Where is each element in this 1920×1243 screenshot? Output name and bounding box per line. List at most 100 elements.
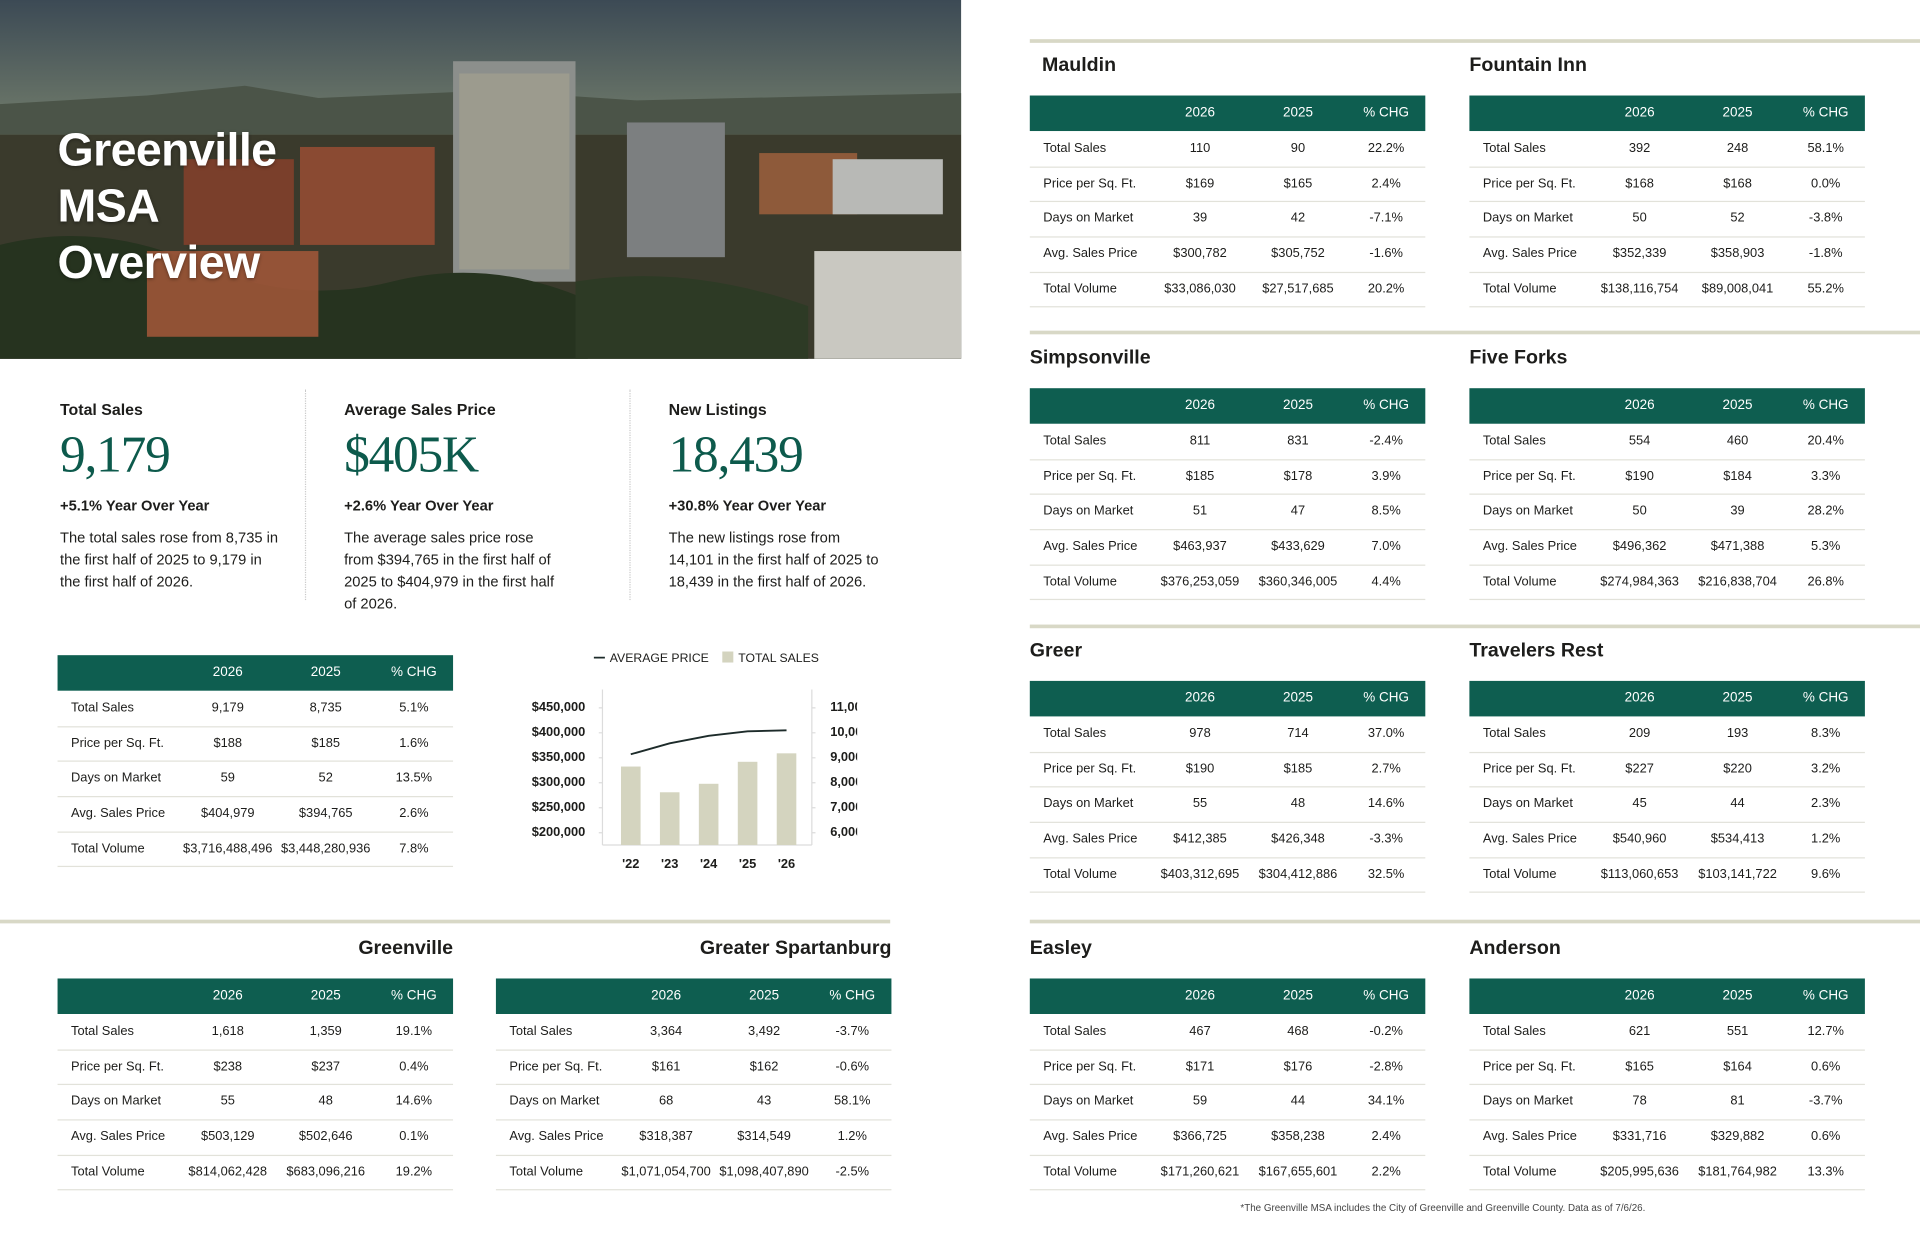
row-label: Total Volume [1482, 281, 1557, 297]
cell: 3.3% [1811, 468, 1841, 484]
row-label: Total Sales [1043, 726, 1107, 741]
divider [304, 389, 307, 601]
table-row: Days on Market 55 48 14.6% [1029, 787, 1426, 824]
row-label: Price per Sq. Ft. [1482, 468, 1576, 484]
cell: $190 [1625, 468, 1654, 484]
cell: $540,960 [1612, 831, 1667, 847]
bar [698, 783, 719, 845]
table-row: Avg. Sales Price $318,387 $314,549 1.2% [495, 1119, 892, 1156]
column-header: 2025 [1722, 105, 1753, 121]
table-row: Avg. Sales Price $331,716 $329,882 0.6% [1469, 1119, 1865, 1156]
cell: 50 [1632, 211, 1647, 226]
table-row: Days on Market 51 47 8.5% [1029, 494, 1426, 531]
cell: $165 [1625, 1058, 1654, 1074]
cell: $238 [213, 1058, 243, 1074]
row-label: Total Volume [1043, 574, 1117, 589]
table-header: 2026 2025 % CHG [1029, 680, 1426, 717]
cell: $103,141,722 [1698, 866, 1777, 882]
column-header: % CHG [1363, 988, 1409, 1003]
table-row: Days on Market 59 44 34.1% [1029, 1084, 1426, 1121]
y2-tick-label: 11,000 [830, 699, 857, 714]
cell: $471,388 [1710, 538, 1765, 554]
stat-value: $405K [344, 427, 479, 484]
table-header: 2026 2025 % CHG [1029, 388, 1426, 424]
cell: 2.2% [1371, 1164, 1401, 1180]
cell: 9,179 [211, 700, 244, 716]
table-row: Days on Market 55 48 14.6% [57, 1084, 454, 1121]
line [630, 729, 787, 756]
table-row: Days on Market 50 52 -3.8% [1469, 201, 1865, 238]
column-header: 2026 [212, 664, 243, 680]
column-header: 2026 [1185, 988, 1215, 1003]
table-row: Total Sales 209 193 8.3% [1469, 716, 1865, 753]
table-row: Price per Sq. Ft. $171 $176 -2.8% [1029, 1049, 1426, 1086]
stat-label: New Listings [668, 400, 767, 419]
row-label: Total Sales [71, 700, 134, 716]
table-title: Greenville [358, 938, 454, 959]
cell: 22.2% [1367, 140, 1405, 156]
cell: $404,979 [200, 805, 255, 821]
cell: 45 [1632, 796, 1647, 812]
column-header: % CHG [1363, 105, 1409, 121]
row-label: Price per Sq. Ft. [71, 1058, 164, 1074]
table-row: Avg. Sales Price $300,782 $305,752 -1.6% [1029, 236, 1426, 273]
separator [1029, 624, 1920, 629]
cell: -3.8% [1808, 211, 1843, 226]
table-row: Total Volume $1,071,054,700 $1,098,407,890… [495, 1155, 892, 1191]
row-label: Price per Sq. Ft. [71, 735, 164, 751]
table-row: Total Volume $171,260,621 $167,655,601 2.2% [1029, 1155, 1426, 1191]
cell: -7.1% [1369, 211, 1403, 226]
table-row: Total Sales 392 248 58.1% [1469, 131, 1865, 168]
column-header: 2025 [1282, 988, 1313, 1003]
column-header: 2026 [1185, 398, 1215, 413]
cell: $33,086,030 [1164, 281, 1236, 297]
cell: 32.5% [1367, 866, 1405, 882]
row-label: Avg. Sales Price [1043, 831, 1138, 847]
cell: 3.2% [1811, 761, 1841, 777]
table-row: Avg. Sales Price $412,385 $426,348 -3.3% [1029, 822, 1426, 859]
footnote: *The Greenville MSA includes the City of… [1240, 1202, 1646, 1214]
cell: 48 [318, 1094, 333, 1109]
cell: 621 [1628, 1023, 1651, 1039]
cell: 3.9% [1371, 468, 1401, 484]
x-tick-label: '23 [661, 856, 678, 871]
cell: 42 [1290, 211, 1306, 226]
separator [1029, 919, 1920, 924]
cell: $185 [1185, 468, 1215, 484]
row-label: Total Sales [509, 1023, 573, 1039]
table-row: Price per Sq. Ft. $188 $185 1.6% [57, 726, 454, 763]
row-label: Price per Sq. Ft. [1043, 468, 1137, 484]
cell: -3.3% [1369, 831, 1403, 847]
row-label: Days on Market [71, 770, 162, 786]
table-row: Total Volume $33,086,030 $27,517,685 20.2% [1029, 272, 1426, 308]
table-title: Mauldin [1042, 55, 1117, 76]
row-label: Price per Sq. Ft. [509, 1058, 603, 1074]
cell: $534,413 [1710, 831, 1765, 847]
column-header: 2025 [749, 988, 780, 1003]
stat-description: The new listings rose from 14,101 in the… [668, 529, 879, 591]
cell: 78 [1632, 1094, 1647, 1109]
cell: 44 [1290, 1094, 1306, 1109]
cell: $3,448,280,936 [281, 841, 371, 856]
table-row: Total Volume $113,060,653 $103,141,722 9.6% [1469, 857, 1865, 894]
table-row: Total Volume $3,716,488,496 $3,448,280,936… [57, 831, 454, 868]
row-label: Avg. Sales Price [1043, 538, 1138, 554]
row-label: Total Sales [1043, 1023, 1107, 1039]
separator [1029, 330, 1920, 335]
cell: 13.5% [395, 770, 433, 786]
cell: 68 [658, 1094, 674, 1109]
cell: $185 [1283, 761, 1313, 777]
cell: $167,655,601 [1258, 1164, 1338, 1180]
cell: 248 [1726, 140, 1749, 156]
y-tick-label: $250,000 [532, 799, 586, 814]
cell: 48 [1290, 796, 1306, 812]
table-row: Total Sales 978 714 37.0% [1029, 716, 1426, 753]
cell: 52 [1730, 211, 1745, 226]
table-title: Travelers Rest [1469, 640, 1604, 662]
cell: $171,260,621 [1160, 1164, 1240, 1180]
cell: 28.2% [1807, 503, 1844, 519]
cell: 34.1% [1367, 1094, 1405, 1109]
table-title: Greer [1029, 640, 1083, 662]
table-header: 2026 2025 % CHG [1469, 680, 1865, 717]
